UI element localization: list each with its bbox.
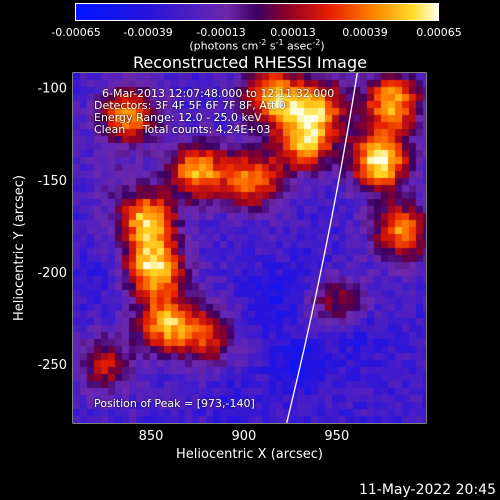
energy-range-label: Energy Range: 12.0 - 25.0 keV (94, 111, 262, 124)
y-axis-label: Heliocentric Y (arcsec) (12, 175, 27, 321)
detectors-label: Detectors: 3F 4F 5F 6F 7F 8F, Att 0 (94, 99, 286, 112)
y-tick-label: -150 (37, 174, 67, 189)
chart-title: Reconstructed RHESSI Image (133, 53, 367, 72)
peak-position-label: Position of Peak = [973,-140] (94, 397, 255, 410)
colorbar-tick-label: -0.00039 (123, 26, 173, 39)
y-tick-label: -100 (37, 82, 67, 97)
colorbar-tick-label: -0.00013 (196, 26, 246, 39)
colorbar-tick-label: 0.00013 (270, 26, 316, 39)
colorbar (75, 3, 439, 21)
heatmap-image (73, 73, 426, 423)
time-range-label: 6-Mar-2013 12:07:48.000 to 12:11:32.000 (102, 87, 335, 100)
timestamp: 11-May-2022 20:45 (358, 482, 496, 498)
colorbar-tick-label: -0.00065 (51, 26, 101, 39)
x-tick-label: 950 (324, 429, 349, 444)
y-tick-label: -200 (37, 266, 67, 281)
x-axis-label: Heliocentric X (arcsec) (176, 447, 323, 462)
clean-counts-label: Clean Total counts: 4.24E+03 (94, 123, 271, 136)
x-tick-label: 850 (139, 429, 164, 444)
colorbar-unit-label: (photons cm-2 s-1 asec-2) (189, 38, 325, 53)
y-tick-label: -250 (37, 358, 67, 373)
colorbar-tick-label: 0.00065 (416, 26, 462, 39)
x-tick-label: 900 (232, 429, 257, 444)
colorbar-tick-label: 0.00039 (342, 26, 388, 39)
